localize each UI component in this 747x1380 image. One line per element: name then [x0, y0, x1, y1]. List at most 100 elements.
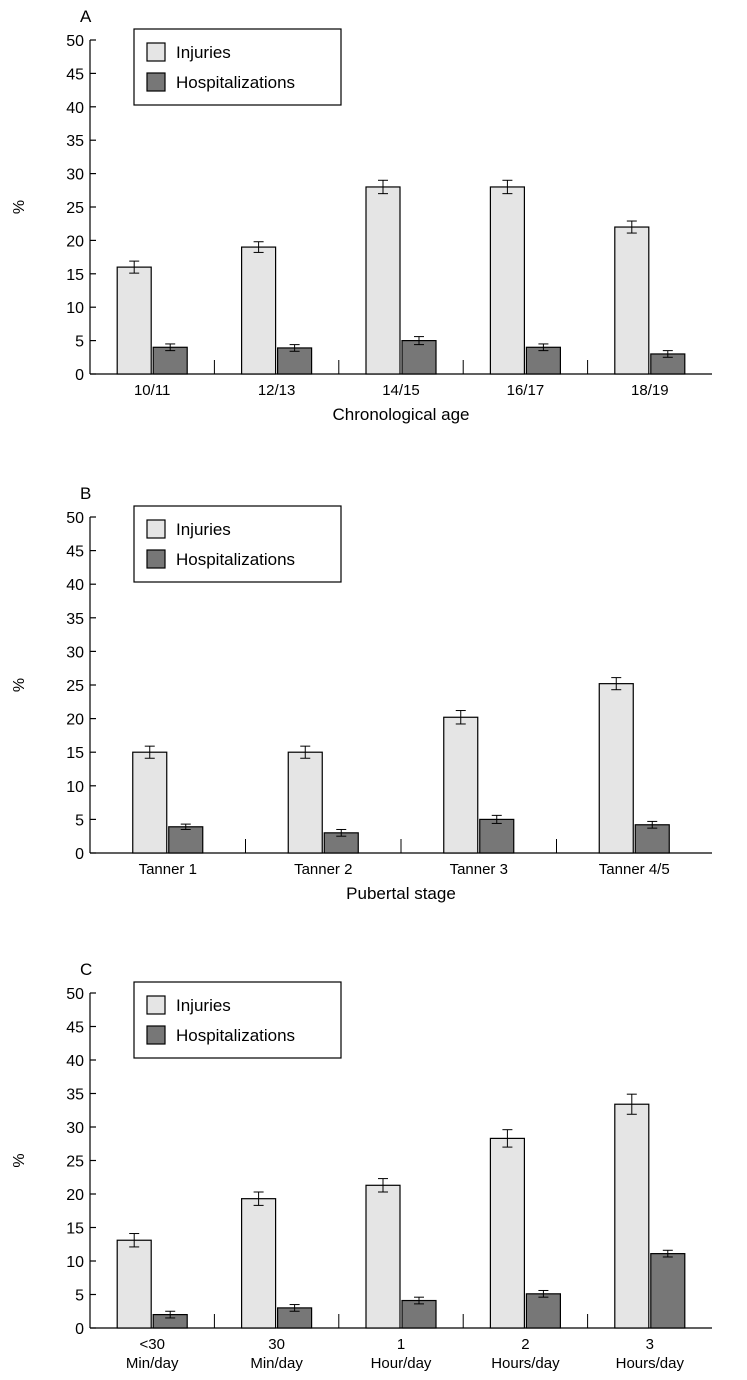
- category-label: 18/19: [631, 382, 669, 399]
- bar-hospitalizations: [634, 824, 670, 854]
- y-tick-label: 50: [66, 33, 84, 50]
- bar-hospitalizations: [650, 1253, 686, 1329]
- legend-swatch-injuries: [146, 995, 166, 1015]
- legend-swatch-injuries: [146, 42, 166, 62]
- y-axis-label: %: [11, 1153, 28, 1167]
- y-axis-label: %: [11, 678, 28, 692]
- y-tick-label: 20: [66, 233, 84, 250]
- y-tick-label: 25: [66, 678, 84, 695]
- bar-hospitalizations: [479, 818, 515, 854]
- y-tick-label: 50: [66, 510, 84, 527]
- bar-hospitalizations: [168, 826, 204, 854]
- legend-label: Hospitalizations: [176, 1026, 295, 1045]
- bar-hospitalizations: [401, 340, 437, 375]
- y-tick-label: 30: [66, 1120, 84, 1137]
- y-tick-label: 0: [75, 846, 84, 863]
- y-tick-label: 5: [75, 1288, 84, 1305]
- category-label: <30: [139, 1336, 164, 1353]
- category-label: Min/day: [250, 1355, 303, 1372]
- legend-swatch-hospitalizations: [146, 1025, 166, 1045]
- legend: [133, 505, 342, 583]
- legend: [133, 981, 342, 1059]
- y-tick-label: 15: [66, 267, 84, 284]
- category-label: 16/17: [507, 382, 545, 399]
- category-label: Min/day: [126, 1355, 179, 1372]
- bar-hospitalizations: [277, 347, 313, 375]
- panel-label: A: [80, 7, 92, 26]
- category-label: 12/13: [258, 382, 296, 399]
- y-tick-label: 0: [75, 1321, 84, 1338]
- legend-swatch-hospitalizations: [146, 549, 166, 569]
- category-label: Tanner 2: [294, 861, 352, 878]
- bar-injuries: [116, 266, 152, 375]
- y-tick-label: 10: [66, 779, 84, 796]
- panel-label: B: [80, 484, 91, 503]
- y-tick-label: 0: [75, 367, 84, 384]
- y-tick-label: 25: [66, 200, 84, 217]
- category-label: 14/15: [382, 382, 420, 399]
- bar-injuries: [489, 1137, 525, 1329]
- bar-hospitalizations: [152, 346, 188, 375]
- legend: [133, 28, 342, 106]
- y-tick-label: 25: [66, 1154, 84, 1171]
- y-tick-label: 15: [66, 1221, 84, 1238]
- bar-injuries: [287, 751, 323, 854]
- bar-injuries: [598, 683, 634, 854]
- category-label: Tanner 4/5: [599, 861, 670, 878]
- y-tick-label: 45: [66, 544, 84, 561]
- x-axis-label: Pubertal stage: [346, 884, 456, 903]
- bar-hospitalizations: [525, 346, 562, 375]
- bar-injuries: [614, 1103, 650, 1329]
- y-tick-label: 40: [66, 1053, 84, 1070]
- bar-injuries: [132, 751, 168, 854]
- category-label: 10/11: [134, 382, 170, 399]
- category-label: 1: [397, 1336, 405, 1353]
- bar-injuries: [365, 186, 401, 375]
- y-tick-label: 15: [66, 745, 84, 762]
- bar-hospitalizations: [401, 1299, 437, 1329]
- bar-injuries: [365, 1184, 401, 1329]
- y-tick-label: 30: [66, 644, 84, 661]
- x-axis-label: Chronological age: [332, 405, 469, 424]
- legend-label: Injuries: [176, 996, 231, 1015]
- y-tick-label: 45: [66, 66, 84, 83]
- category-label: Tanner 3: [450, 861, 508, 878]
- legend-swatch-injuries: [146, 519, 166, 539]
- y-tick-label: 20: [66, 712, 84, 729]
- panel-label: C: [80, 960, 92, 979]
- y-tick-label: 40: [66, 100, 84, 117]
- legend-label: Hospitalizations: [176, 550, 295, 569]
- bar-injuries: [241, 246, 277, 375]
- legend-label: Injuries: [176, 43, 231, 62]
- y-tick-label: 35: [66, 1087, 84, 1104]
- legend-label: Injuries: [176, 520, 231, 539]
- category-label: Tanner 1: [139, 861, 197, 878]
- y-tick-label: 5: [75, 334, 84, 351]
- category-label: Hours/day: [491, 1355, 560, 1372]
- y-tick-label: 35: [66, 133, 84, 150]
- category-label: 30: [268, 1336, 285, 1353]
- category-label: 2: [521, 1336, 529, 1353]
- bar-injuries: [614, 226, 650, 375]
- bar-injuries: [241, 1198, 277, 1329]
- category-label: Hours/day: [616, 1355, 685, 1372]
- y-tick-label: 50: [66, 986, 84, 1003]
- bar-hospitalizations: [525, 1293, 562, 1329]
- y-tick-label: 10: [66, 300, 84, 317]
- y-tick-label: 40: [66, 577, 84, 594]
- y-axis-label: %: [11, 200, 28, 214]
- y-tick-label: 45: [66, 1020, 84, 1037]
- chart-panel-c: C 0 5 10 15 20 25 30 35 40 45 50% <30 Min/day 30 Min/da…: [11, 960, 712, 1380]
- legend-swatch-hospitalizations: [146, 72, 166, 92]
- x-axis-label: Episodes/week: [344, 1378, 459, 1380]
- y-tick-label: 35: [66, 611, 84, 628]
- y-tick-label: 5: [75, 812, 84, 829]
- bar-injuries: [116, 1239, 152, 1329]
- bar-injuries: [443, 716, 479, 854]
- bar-injuries: [489, 186, 525, 375]
- y-tick-label: 30: [66, 167, 84, 184]
- y-tick-label: 20: [66, 1187, 84, 1204]
- y-tick-label: 10: [66, 1254, 84, 1271]
- category-label: Hour/day: [371, 1355, 432, 1372]
